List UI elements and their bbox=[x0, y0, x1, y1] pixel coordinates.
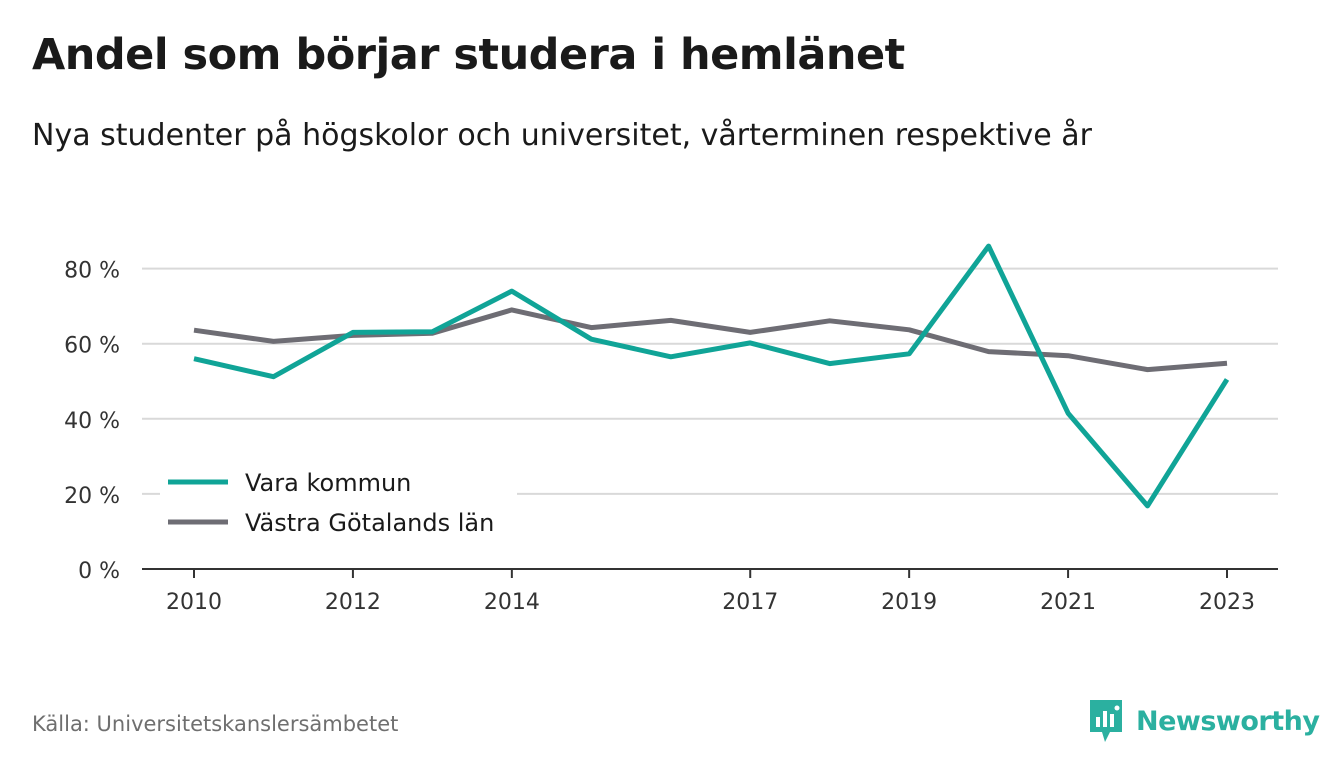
chart-subtitle: Nya studenter på högskolor och universit… bbox=[32, 118, 1092, 153]
brand-name: Newsworthy bbox=[1136, 705, 1320, 737]
x-tick-label: 2023 bbox=[1199, 590, 1255, 615]
legend-label: Vara kommun bbox=[245, 469, 411, 497]
x-tick-label: 2021 bbox=[1040, 590, 1096, 615]
legend-background bbox=[160, 462, 517, 542]
x-tick-label: 2017 bbox=[722, 590, 778, 615]
newsworthy-logo-icon bbox=[1090, 700, 1122, 742]
y-tick-label: 80 % bbox=[64, 259, 120, 284]
x-tick-label: 2014 bbox=[484, 590, 540, 615]
y-tick-label: 20 % bbox=[64, 484, 120, 509]
y-tick-label: 60 % bbox=[64, 334, 120, 359]
chart-title: Andel som börjar studera i hemlänet bbox=[32, 30, 905, 80]
y-tick-label: 40 % bbox=[64, 409, 120, 434]
series-line-vara-kommun bbox=[193, 243, 1230, 509]
series-line-vastra-gotalands-lan bbox=[193, 307, 1228, 373]
brand-logo: Newsworthy bbox=[1088, 697, 1320, 745]
x-tick-label: 2010 bbox=[166, 590, 222, 615]
x-tick-label: 2012 bbox=[325, 590, 381, 615]
y-tick-label: 0 % bbox=[78, 559, 120, 584]
source-note: Källa: Universitetskanslersämbetet bbox=[32, 712, 399, 736]
legend-label: Västra Götalands län bbox=[245, 509, 494, 537]
x-tick-label: 2019 bbox=[881, 590, 937, 615]
